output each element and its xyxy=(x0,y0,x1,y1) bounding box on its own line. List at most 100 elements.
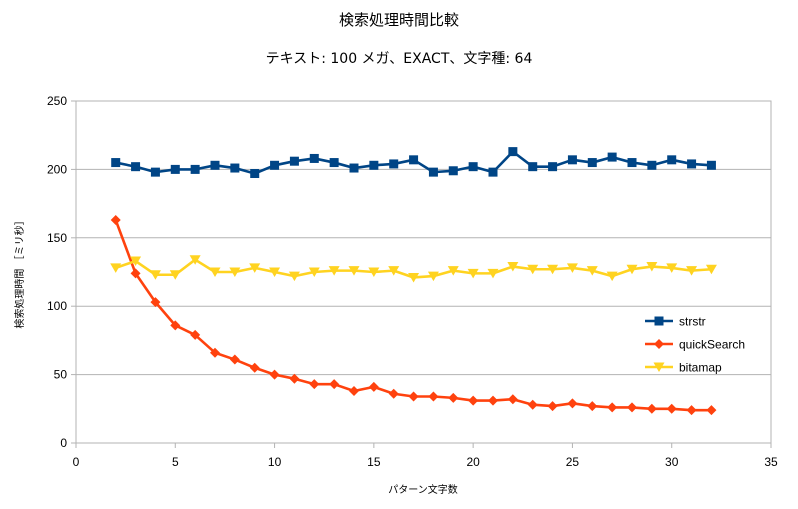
chart-subtitle: テキスト: 100 メガ、EXACT、文字種: 64 xyxy=(265,51,533,67)
data-point-strstr xyxy=(369,160,379,170)
data-point-strstr xyxy=(687,159,697,169)
data-point-quickSearch xyxy=(229,354,240,365)
data-point-bitamap xyxy=(666,263,678,273)
data-point-quickSearch xyxy=(607,402,618,413)
data-point-bitamap xyxy=(507,262,519,272)
data-point-strstr xyxy=(349,163,359,173)
series-quickSearch xyxy=(110,215,717,416)
data-point-quickSearch xyxy=(448,392,459,403)
data-point-strstr xyxy=(548,162,558,172)
data-point-strstr xyxy=(250,169,260,179)
legend-marker xyxy=(654,316,664,326)
data-point-quickSearch xyxy=(646,403,657,414)
data-point-quickSearch xyxy=(150,297,161,308)
x-tick-label: 10 xyxy=(268,455,282,469)
legend-label: strstr xyxy=(679,315,706,329)
data-point-quickSearch xyxy=(349,386,359,397)
data-point-strstr xyxy=(667,155,677,165)
data-point-bitamap xyxy=(308,267,320,277)
data-point-strstr xyxy=(468,162,478,172)
legend-item-quickSearch: quickSearch xyxy=(645,338,745,352)
data-point-quickSearch xyxy=(567,398,578,409)
data-point-quickSearch xyxy=(249,362,260,373)
x-tick-label: 0 xyxy=(73,455,80,469)
data-point-strstr xyxy=(567,155,577,165)
data-point-bitamap xyxy=(527,264,539,275)
data-point-bitamap xyxy=(269,267,281,277)
series-bitamap xyxy=(110,255,717,283)
data-point-bitamap xyxy=(646,262,658,272)
data-point-quickSearch xyxy=(130,268,141,279)
x-tick-label: 5 xyxy=(172,455,179,469)
data-point-bitamap xyxy=(427,271,439,282)
data-point-strstr xyxy=(190,164,200,174)
data-point-quickSearch xyxy=(408,391,419,402)
data-point-quickSearch xyxy=(706,405,717,416)
data-point-strstr xyxy=(508,147,518,157)
data-point-bitamap xyxy=(467,268,479,279)
data-point-bitamap xyxy=(328,266,340,276)
x-tick-label: 20 xyxy=(466,455,480,469)
data-point-bitamap xyxy=(547,264,559,275)
data-point-strstr xyxy=(289,156,299,166)
data-point-strstr xyxy=(170,164,180,174)
data-point-strstr xyxy=(706,160,716,170)
data-point-strstr xyxy=(111,158,121,168)
data-point-bitamap xyxy=(447,266,459,276)
legend-item-bitamap: bitamap xyxy=(645,361,722,375)
data-point-strstr xyxy=(270,160,280,170)
data-point-quickSearch xyxy=(507,394,518,405)
data-point-strstr xyxy=(488,167,498,177)
data-point-bitamap xyxy=(606,271,618,282)
data-point-strstr xyxy=(150,167,160,177)
data-point-quickSearch xyxy=(686,405,697,416)
data-point-quickSearch xyxy=(488,395,498,406)
data-point-quickSearch xyxy=(190,329,201,340)
axis-ticks: 0 50 100 150 200 250 0 5 10 15 20 25 30 35 xyxy=(47,94,778,469)
data-point-bitamap xyxy=(368,267,380,277)
data-point-quickSearch xyxy=(527,399,538,410)
y-tick-label: 50 xyxy=(54,368,68,382)
data-point-bitamap xyxy=(686,266,698,276)
data-point-strstr xyxy=(389,159,399,169)
chart-title: 検索処理時間比較 xyxy=(338,11,459,29)
data-point-strstr xyxy=(607,152,617,162)
data-point-strstr xyxy=(329,158,339,168)
data-point-bitamap xyxy=(388,266,400,276)
data-point-quickSearch xyxy=(627,402,637,413)
y-axis-title: 検索処理時間 ［ミリ秒］ xyxy=(13,215,26,328)
data-point-bitamap xyxy=(626,264,638,275)
y-tick-label: 0 xyxy=(60,436,67,450)
legend-item-strstr: strstr xyxy=(645,315,706,329)
data-point-strstr xyxy=(409,155,419,165)
x-tick-label: 15 xyxy=(367,455,381,469)
data-point-bitamap xyxy=(169,270,181,280)
data-point-bitamap xyxy=(149,270,161,280)
data-point-strstr xyxy=(647,160,657,170)
plot-area xyxy=(75,100,772,444)
data-point-quickSearch xyxy=(309,379,320,390)
data-point-strstr xyxy=(448,166,458,176)
data-point-bitamap xyxy=(586,266,598,276)
y-tick-label: 100 xyxy=(47,299,67,313)
x-tick-label: 30 xyxy=(665,455,679,469)
data-point-bitamap xyxy=(209,267,221,277)
data-point-strstr xyxy=(309,153,319,163)
data-point-bitamap xyxy=(110,263,122,273)
data-point-bitamap xyxy=(189,255,201,265)
data-point-bitamap xyxy=(408,272,420,283)
data-point-quickSearch xyxy=(269,369,280,380)
data-point-quickSearch xyxy=(547,401,558,412)
legend-marker xyxy=(654,339,664,349)
data-point-quickSearch xyxy=(170,320,181,331)
data-point-bitamap xyxy=(487,268,499,279)
legend: strstr quickSearch bitamap xyxy=(645,315,745,375)
data-point-strstr xyxy=(230,163,240,173)
data-point-bitamap xyxy=(229,267,241,277)
y-tick-label: 150 xyxy=(47,231,67,245)
data-point-quickSearch xyxy=(368,381,379,392)
data-point-bitamap xyxy=(705,264,717,275)
data-point-strstr xyxy=(587,158,597,168)
data-point-bitamap xyxy=(130,256,142,267)
